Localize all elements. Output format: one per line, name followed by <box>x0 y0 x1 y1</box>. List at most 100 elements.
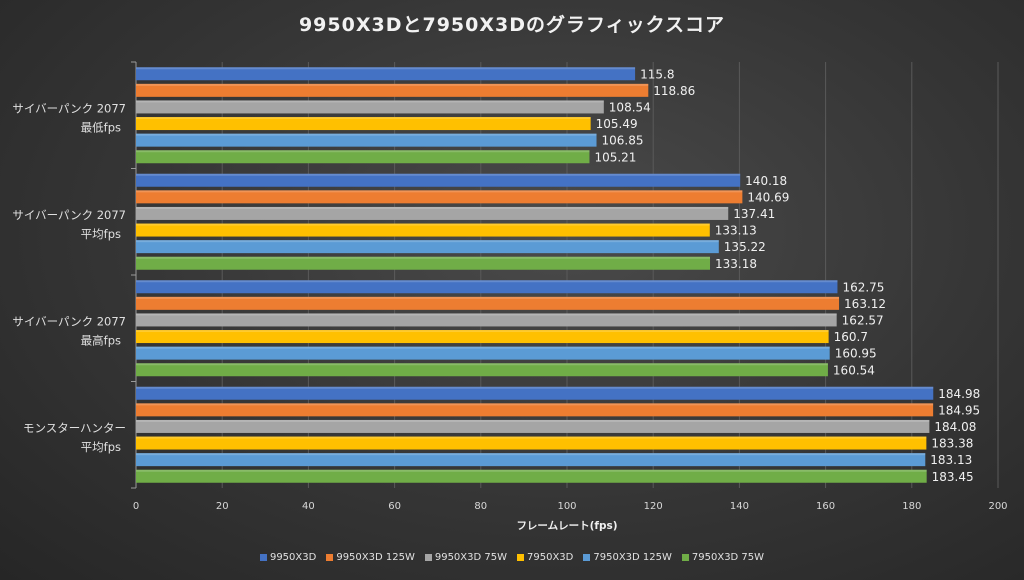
bar <box>136 190 743 204</box>
x-tick-label: 120 <box>644 501 663 512</box>
bar-highlight <box>136 280 838 283</box>
bar <box>136 346 830 360</box>
data-label: 118.86 <box>653 84 695 98</box>
legend-swatch <box>424 554 432 561</box>
data-label: 140.69 <box>747 190 789 204</box>
x-tick-label: 100 <box>557 501 576 512</box>
x-tick-label: 40 <box>302 501 315 512</box>
bar-highlight <box>136 67 636 70</box>
bar <box>136 100 604 114</box>
bar <box>136 67 636 81</box>
data-label: 183.38 <box>931 437 973 451</box>
legend-swatch <box>326 554 334 561</box>
category-label: 平均fps <box>81 227 121 241</box>
legend-item: 7950X3D 125W <box>583 552 672 563</box>
legend-label: 7950X3D <box>527 552 574 563</box>
bar-highlight <box>136 330 829 333</box>
legend-label: 7950X3D 125W <box>593 552 672 563</box>
legend-label: 7950X3D 75W <box>691 552 765 563</box>
data-label: 140.18 <box>745 174 787 188</box>
bar-highlight <box>136 436 927 439</box>
data-label: 106.85 <box>602 134 644 148</box>
data-label: 184.98 <box>938 387 980 401</box>
x-axis-label: フレームレート(fps) <box>516 520 617 532</box>
legend-swatch <box>583 554 591 561</box>
bar-highlight <box>136 206 729 209</box>
data-label: 162.75 <box>842 280 884 294</box>
bar <box>136 296 840 310</box>
data-label: 160.7 <box>834 330 868 344</box>
data-label: 184.08 <box>934 420 976 434</box>
category-label: サイバーパンク 2077 <box>12 101 126 115</box>
category-label: 最低fps <box>81 120 121 134</box>
bar <box>136 83 649 97</box>
data-label: 115.8 <box>640 67 674 81</box>
legend-label: 9950X3D <box>269 552 317 563</box>
x-tick-label: 180 <box>902 501 921 512</box>
x-tick-label: 80 <box>474 501 487 512</box>
data-label: 184.95 <box>938 403 980 417</box>
legend-label: 9950X3D 75W <box>434 552 507 563</box>
data-label: 108.54 <box>609 100 651 114</box>
legend-label: 9950X3D 125W <box>336 552 415 563</box>
bar <box>136 363 828 377</box>
bar <box>136 469 927 483</box>
bar <box>136 386 934 400</box>
data-label: 105.21 <box>594 150 636 164</box>
legend-item: 9950X3D 125W <box>326 552 415 563</box>
data-label: 160.54 <box>833 363 875 377</box>
category-label: 最高fps <box>81 333 121 347</box>
bar <box>136 419 930 433</box>
bar <box>136 117 591 131</box>
bar-highlight <box>136 173 741 176</box>
x-tick-label: 140 <box>730 501 749 512</box>
legend-swatch <box>259 554 267 561</box>
bar-highlight <box>136 453 926 456</box>
bar <box>136 280 838 294</box>
legend-item: 9950X3D 75W <box>424 552 507 563</box>
bar <box>136 313 837 327</box>
category-label: サイバーパンク 2077 <box>12 208 126 222</box>
bar <box>136 403 934 417</box>
bar-highlight <box>136 256 711 259</box>
data-label: 133.13 <box>715 224 757 238</box>
bar <box>136 330 829 344</box>
category-label: モンスターハンター <box>23 421 126 435</box>
bar-highlight <box>136 296 840 299</box>
bar <box>136 206 729 220</box>
x-tick-label: 200 <box>988 501 1007 512</box>
category-label: サイバーパンク 2077 <box>12 314 126 328</box>
bar-highlight <box>136 403 934 406</box>
data-label: 105.49 <box>596 117 638 131</box>
bar-highlight <box>136 100 604 103</box>
legend-item: 7950X3D <box>517 552 573 563</box>
data-label: 162.57 <box>842 313 884 327</box>
chart-title: 9950X3Dと7950X3Dのグラフィックスコア <box>298 14 726 36</box>
x-tick-label: 160 <box>816 501 835 512</box>
x-tick-label: 20 <box>216 501 229 512</box>
bar <box>136 240 719 254</box>
bar-highlight <box>136 133 597 136</box>
bar-highlight <box>136 469 927 472</box>
x-tick-label: 0 <box>133 501 139 512</box>
bar-highlight <box>136 386 934 389</box>
bar-highlight <box>136 150 590 153</box>
data-label: 183.45 <box>932 470 974 484</box>
legend-swatch <box>681 554 689 561</box>
bar-highlight <box>136 117 591 120</box>
legend-swatch <box>517 554 524 561</box>
data-label: 160.95 <box>835 347 877 361</box>
legend-item: 7950X3D 75W <box>681 552 765 563</box>
bar-highlight <box>136 190 743 193</box>
bar-highlight <box>136 363 828 366</box>
bar-highlight <box>136 346 830 349</box>
bar <box>136 223 710 237</box>
bar-highlight <box>136 419 930 422</box>
legend-item: 9950X3D <box>259 552 317 563</box>
bar-highlight <box>136 223 710 226</box>
bar <box>136 173 741 187</box>
bar <box>136 256 711 270</box>
x-tick-label: 60 <box>388 501 401 512</box>
data-label: 135.22 <box>724 240 766 254</box>
